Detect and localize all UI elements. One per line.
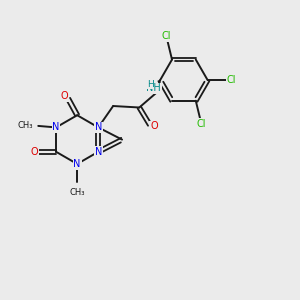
Text: N: N: [52, 122, 60, 132]
Text: O: O: [150, 121, 158, 131]
Text: Cl: Cl: [197, 119, 206, 129]
Text: N: N: [74, 159, 81, 169]
Text: N: N: [94, 122, 102, 132]
Text: NH: NH: [146, 83, 161, 94]
Text: N: N: [94, 147, 102, 157]
Text: CH₃: CH₃: [69, 188, 85, 197]
Text: Cl: Cl: [161, 32, 171, 41]
Text: O: O: [31, 147, 38, 157]
Text: CH₃: CH₃: [17, 122, 33, 130]
Text: O: O: [61, 91, 68, 101]
Text: H: H: [147, 80, 153, 89]
Text: Cl: Cl: [227, 75, 236, 85]
